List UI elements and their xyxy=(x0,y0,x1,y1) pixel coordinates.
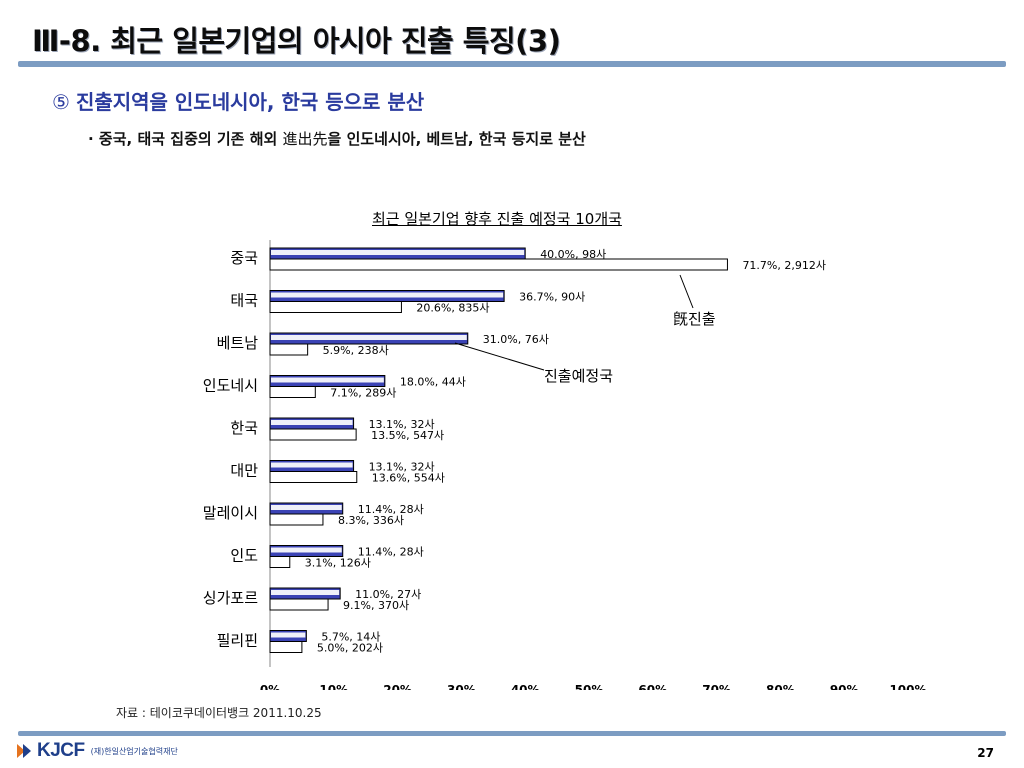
sub-point-prefix: · 중국, 태국 집중의 기존 해외 xyxy=(88,130,283,148)
bar-existing xyxy=(269,386,316,398)
x-tick-label: 70% xyxy=(702,683,731,690)
logo-text: KJCF xyxy=(37,740,85,761)
bar-existing xyxy=(269,428,357,441)
bar-existing xyxy=(269,471,358,483)
data-label: 20.6%, 835사 xyxy=(416,302,489,315)
bar-planned-highlight xyxy=(271,335,467,340)
callout-leader-existing xyxy=(679,274,694,309)
data-label: 40.0%, 98사 xyxy=(540,248,606,261)
data-label: 18.0%, 44사 xyxy=(400,376,466,389)
data-label: 5.7%, 14사 xyxy=(321,631,380,644)
x-tick-label: 100% xyxy=(889,683,926,690)
title-divider xyxy=(18,61,1006,67)
bar-planned-highlight xyxy=(271,632,306,638)
data-label: 7.1%, 289사 xyxy=(330,387,396,400)
footer-divider xyxy=(18,731,1006,736)
bar-planned-highlight xyxy=(271,590,340,595)
callout-planned: 진출예정국 xyxy=(544,367,613,385)
data-label: 31.0%, 76사 xyxy=(483,333,549,346)
logo-org-name: (재)한일산업기술협력재단 xyxy=(90,746,178,756)
category-label: 인도네시 xyxy=(203,377,258,395)
category-label: 태국 xyxy=(230,292,258,310)
bar-planned-highlight xyxy=(271,462,353,468)
callout-leader-planned xyxy=(454,342,545,371)
data-label: 71.7%, 2,912사 xyxy=(742,259,826,272)
bar-existing xyxy=(269,513,324,526)
bar-planned-highlight xyxy=(271,377,384,383)
sub-point-suffix: 을 인도네시아, 베트남, 한국 등지로 분산 xyxy=(327,130,586,148)
key-point: ⑤ 진출지역을 인도네시아, 한국 등으로 분산 xyxy=(52,86,424,115)
data-label: 11.4%, 28사 xyxy=(358,503,424,516)
bar-planned-highlight xyxy=(271,547,342,553)
callout-existing: 旣진출 xyxy=(673,310,716,328)
bar-planned-highlight xyxy=(271,505,342,510)
sub-point: · 중국, 태국 집중의 기존 해외 進出先을 인도네시아, 베트남, 한국 등… xyxy=(88,128,586,149)
point-number: ⑤ xyxy=(52,90,70,114)
x-tick-label: 40% xyxy=(511,683,540,690)
data-label: 8.3%, 336사 xyxy=(338,514,404,527)
slide-title: Ⅲ-8. 최근 일본기업의 아시아 진출 특징(3) xyxy=(32,24,561,58)
category-label: 베트남 xyxy=(217,334,259,352)
x-tick-label: 0% xyxy=(260,683,280,690)
bar-existing xyxy=(269,343,309,356)
source-note: 자료 : 테이코쿠데이터뱅크 2011.10.25 xyxy=(116,706,322,720)
x-tick-label: 30% xyxy=(447,683,476,690)
bar-existing xyxy=(269,556,291,568)
data-label: 13.1%, 32사 xyxy=(369,461,435,474)
bar-planned-highlight xyxy=(271,292,504,298)
bar-existing xyxy=(269,301,402,313)
category-label: 필리핀 xyxy=(217,632,258,650)
data-label: 11.0%, 27사 xyxy=(355,588,421,601)
data-label: 3.1%, 126사 xyxy=(305,557,371,570)
category-label: 말레이시 xyxy=(203,504,258,522)
bar-existing xyxy=(269,641,303,653)
category-label: 싱가포르 xyxy=(203,589,258,607)
x-tick-label: 10% xyxy=(319,683,348,690)
bar-existing xyxy=(269,258,728,271)
data-label: 13.5%, 547사 xyxy=(371,429,444,442)
x-tick-label: 90% xyxy=(830,683,859,690)
x-tick-label: 80% xyxy=(766,683,795,690)
category-label: 인도 xyxy=(230,547,258,565)
point-text: 진출지역을 인도네시아, 한국 등으로 분산 xyxy=(75,90,425,114)
data-label: 36.7%, 90사 xyxy=(519,291,585,304)
kjcf-logo: KJCF (재)한일산업기술협력재단 xyxy=(16,739,178,763)
bar-existing xyxy=(269,598,329,611)
data-label: 13.6%, 554사 xyxy=(372,472,445,485)
category-label: 대만 xyxy=(230,462,258,480)
page-number: 27 xyxy=(977,746,994,760)
data-label: 5.0%, 202사 xyxy=(317,642,383,655)
data-label: 11.4%, 28사 xyxy=(358,546,424,559)
bar-planned-highlight xyxy=(271,420,353,425)
kjcf-mark-icon xyxy=(17,744,31,758)
data-label: 13.1%, 32사 xyxy=(369,418,435,431)
x-tick-label: 60% xyxy=(638,683,667,690)
chart-title: 최근 일본기업 향후 진출 예정국 10개국 xyxy=(372,210,622,228)
bar-planned-highlight xyxy=(271,250,525,255)
category-label: 한국 xyxy=(230,419,258,437)
data-label: 5.9%, 238사 xyxy=(323,344,389,357)
x-tick-label: 20% xyxy=(383,683,412,690)
category-label: 중국 xyxy=(230,249,258,267)
data-label: 9.1%, 370사 xyxy=(343,599,409,612)
sub-point-cjk: 進出先 xyxy=(282,130,328,148)
x-tick-label: 50% xyxy=(575,683,604,690)
